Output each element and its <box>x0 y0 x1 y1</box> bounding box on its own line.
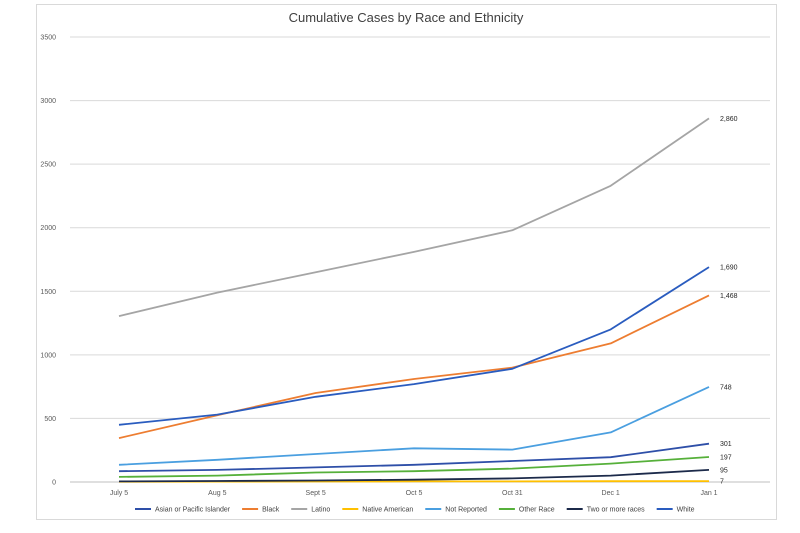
legend-label: Two or more races <box>587 507 645 514</box>
y-tick-label: 1000 <box>40 352 56 359</box>
legend-item: Other Race <box>498 507 555 514</box>
legend-item: Two or more races <box>566 507 645 514</box>
data-labels: 2,860 1,690 1,468 748 301 197 95 7 <box>720 116 738 486</box>
x-tick-label: Sept 5 <box>306 490 326 497</box>
chart-title: Cumulative Cases by Race and Ethnicity <box>289 10 524 25</box>
legend: Asian or Pacific Islander Black Latino Nati… <box>135 507 695 514</box>
series-line <box>118 294 710 439</box>
series-line <box>118 469 710 483</box>
x-tick-label: Oct 31 <box>502 490 523 497</box>
data-label: 1,690 <box>720 265 738 272</box>
y-tick-label: 500 <box>44 416 56 423</box>
legend-label: Latino <box>311 507 330 514</box>
x-tick-label: Dec 1 <box>602 490 620 497</box>
data-label: 95 <box>720 467 728 474</box>
series-line <box>118 117 710 317</box>
x-axis-ticks: July 5 Aug 5 Sept 5 Oct 5 Oct 31 Dec 1 Jan 1 <box>110 490 718 497</box>
y-tick-label: 0 <box>52 480 56 487</box>
legend-item: Latino <box>291 507 330 514</box>
legend-item: Not Reported <box>425 507 487 514</box>
y-tick-label: 3000 <box>40 98 56 105</box>
data-label: 748 <box>720 384 732 391</box>
legend-item: Asian or Pacific Islander <box>135 507 231 514</box>
data-label: 301 <box>720 441 732 448</box>
y-tick-label: 1500 <box>40 289 56 296</box>
legend-item: Black <box>242 507 280 514</box>
y-tick-label: 3500 <box>40 35 56 42</box>
legend-item: Native American <box>342 507 413 514</box>
legend-label: Black <box>262 507 280 514</box>
legend-label: White <box>677 507 695 514</box>
x-tick-label: Aug 5 <box>208 490 226 497</box>
data-label: 197 <box>720 454 732 461</box>
x-tick-label: Oct 5 <box>406 490 423 497</box>
x-tick-label: July 5 <box>110 490 128 497</box>
y-axis-ticks: 0 500 1000 1500 2000 2500 3000 3500 <box>40 35 56 487</box>
legend-label: Asian or Pacific Islander <box>155 507 231 514</box>
series-line <box>118 456 710 478</box>
series-line <box>118 386 710 466</box>
legend-label: Other Race <box>519 507 555 514</box>
data-label: 7 <box>720 479 724 486</box>
x-tick-label: Jan 1 <box>700 490 717 497</box>
chart-frame <box>36 4 777 520</box>
series-line <box>118 266 710 426</box>
gridlines <box>70 36 770 483</box>
legend-label: Not Reported <box>445 507 487 514</box>
series-line <box>118 442 710 473</box>
y-tick-label: 2000 <box>40 225 56 232</box>
y-tick-label: 2500 <box>40 162 56 169</box>
legend-label: Native American <box>362 507 413 514</box>
data-label: 1,468 <box>720 293 738 300</box>
legend-item: White <box>656 507 695 514</box>
series-lines <box>118 117 710 483</box>
data-label: 2,860 <box>720 116 738 123</box>
